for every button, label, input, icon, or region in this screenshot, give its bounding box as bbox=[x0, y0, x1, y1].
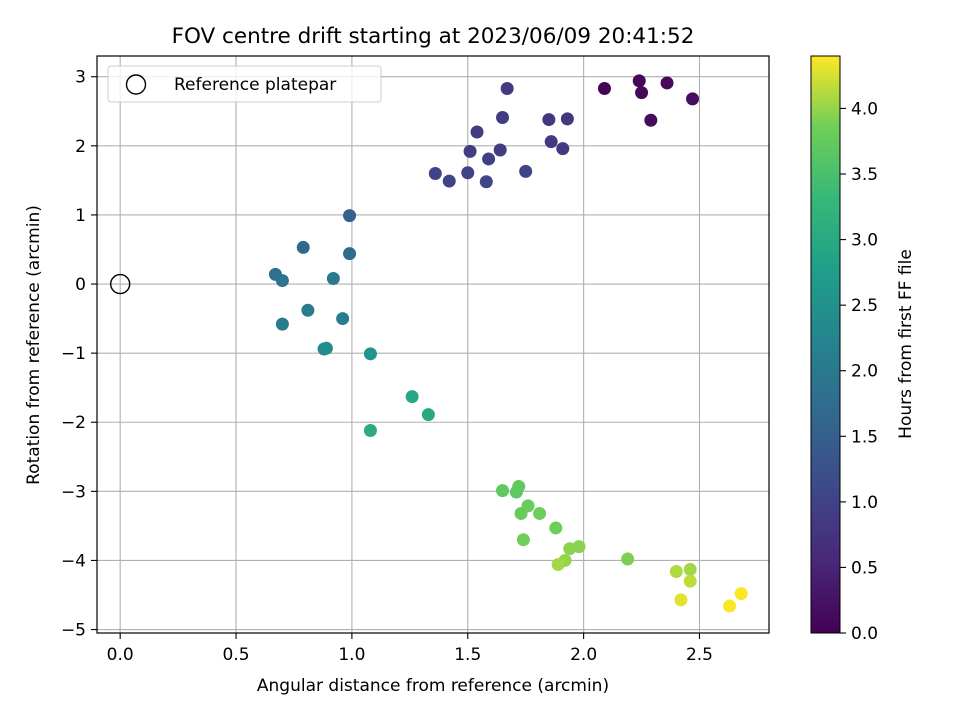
y-tick-label: 3 bbox=[75, 68, 86, 88]
data-point bbox=[544, 135, 558, 149]
data-point bbox=[683, 562, 697, 576]
y-tick-label: 1 bbox=[75, 206, 86, 226]
x-tick-label: 2.0 bbox=[570, 645, 597, 665]
colorbar-tick-label: 1.0 bbox=[851, 493, 878, 513]
data-point bbox=[275, 274, 289, 288]
data-point bbox=[500, 81, 514, 95]
colorbar-label: Hours from first FF file bbox=[896, 249, 916, 439]
legend-marker bbox=[125, 74, 147, 95]
data-point bbox=[496, 111, 510, 125]
x-tick-label: 0.0 bbox=[107, 645, 134, 665]
colorbar-tick-label: 2.0 bbox=[851, 362, 878, 382]
data-point bbox=[542, 113, 556, 127]
data-point bbox=[723, 599, 737, 613]
data-point bbox=[516, 533, 530, 547]
x-axis-label: Angular distance from reference (arcmin) bbox=[257, 676, 609, 696]
data-point bbox=[597, 81, 611, 95]
data-point bbox=[551, 558, 565, 572]
y-tick-label: −3 bbox=[61, 482, 86, 502]
y-axis-ticks: 3 2 1 0 −1 −2 −3 −4 −5 bbox=[61, 68, 97, 641]
data-point bbox=[301, 303, 315, 317]
data-point bbox=[635, 86, 649, 100]
data-point bbox=[660, 76, 674, 90]
data-point bbox=[514, 506, 528, 520]
y-tick-label: 0 bbox=[75, 275, 86, 295]
x-tick-label: 1.5 bbox=[454, 645, 481, 665]
y-tick-label: −2 bbox=[61, 413, 86, 433]
legend-box bbox=[107, 65, 382, 103]
data-point bbox=[442, 174, 456, 188]
colorbar-tick-label: 3.0 bbox=[851, 231, 878, 251]
x-tick-label: 2.5 bbox=[686, 645, 713, 665]
data-point bbox=[549, 521, 563, 535]
y-tick-label: −1 bbox=[61, 344, 86, 364]
data-point bbox=[496, 484, 510, 498]
colorbar-tick-label: 4.0 bbox=[851, 99, 878, 119]
data-point bbox=[421, 408, 435, 422]
data-point bbox=[686, 92, 700, 106]
data-point bbox=[509, 485, 523, 499]
data-point bbox=[479, 175, 493, 189]
data-points bbox=[268, 74, 748, 613]
colorbar-tick-label: 0.0 bbox=[851, 624, 878, 644]
legend: Reference platepar bbox=[107, 65, 382, 103]
data-point bbox=[470, 125, 484, 139]
data-point bbox=[621, 552, 635, 566]
y-tick-label: −4 bbox=[61, 551, 86, 571]
data-point bbox=[296, 240, 310, 254]
y-tick-label: 2 bbox=[75, 137, 86, 157]
colorbar-tick-label: 1.5 bbox=[851, 427, 878, 447]
y-axis-label: Rotation from reference (arcmin) bbox=[24, 205, 44, 485]
data-point bbox=[363, 347, 377, 361]
plot-frame bbox=[96, 55, 770, 634]
grid bbox=[97, 56, 769, 633]
data-point bbox=[482, 152, 496, 166]
colorbar-gradient bbox=[810, 55, 841, 634]
data-point bbox=[560, 112, 574, 126]
x-tick-label: 1.0 bbox=[338, 645, 365, 665]
data-point bbox=[428, 166, 442, 180]
data-point bbox=[519, 164, 533, 178]
legend-label: Reference platepar bbox=[174, 75, 336, 95]
data-point bbox=[572, 540, 586, 554]
data-point bbox=[343, 247, 357, 261]
colorbar-tick-label: 2.5 bbox=[851, 296, 878, 316]
data-point bbox=[734, 587, 748, 601]
data-point bbox=[463, 144, 477, 158]
x-axis-ticks: 0.0 0.5 1.0 1.5 2.0 2.5 bbox=[107, 633, 713, 665]
colorbar: 0.0 0.5 1.0 1.5 2.0 2.5 3.0 3.5 4.0 Hours from f… bbox=[810, 55, 916, 644]
colorbar-ticks: 0.0 0.5 1.0 1.5 2.0 2.5 3.0 3.5 4.0 bbox=[840, 99, 878, 644]
chart-title: FOV centre drift starting at 2023/06/09 … bbox=[172, 24, 695, 49]
data-point bbox=[319, 341, 333, 355]
data-point bbox=[493, 143, 507, 157]
data-point bbox=[669, 564, 683, 578]
data-point bbox=[674, 593, 688, 607]
data-point bbox=[343, 209, 357, 223]
data-point bbox=[683, 574, 697, 588]
reference-marker bbox=[109, 273, 131, 295]
colorbar-tick-label: 3.5 bbox=[851, 165, 878, 185]
colorbar-tick-label: 0.5 bbox=[851, 558, 878, 578]
data-point bbox=[556, 142, 570, 156]
data-point bbox=[533, 506, 547, 520]
data-point bbox=[461, 166, 475, 180]
data-point bbox=[275, 317, 289, 331]
x-tick-label: 0.5 bbox=[223, 645, 250, 665]
data-point bbox=[326, 272, 340, 286]
data-point bbox=[363, 424, 377, 438]
data-point bbox=[644, 113, 658, 127]
reference-point bbox=[109, 273, 131, 295]
y-tick-label: −5 bbox=[61, 621, 86, 641]
data-point bbox=[336, 312, 350, 326]
data-point bbox=[405, 390, 419, 404]
data-point bbox=[632, 74, 646, 88]
